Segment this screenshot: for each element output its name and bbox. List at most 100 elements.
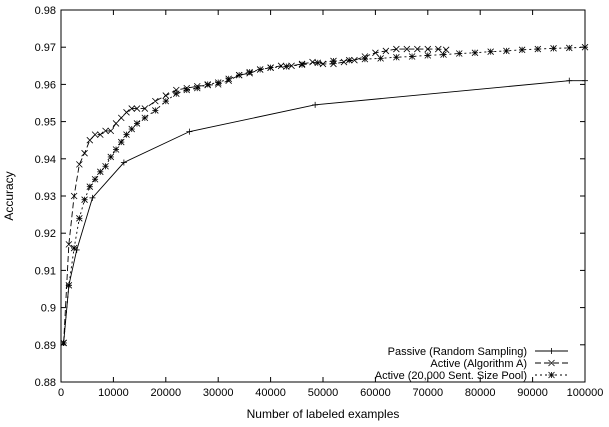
data-point [60,339,67,347]
series-1 [60,77,588,346]
x-tick-label: 90000 [517,387,548,399]
data-point [225,75,232,83]
data-point [403,45,411,53]
data-point [566,77,573,84]
data-point [424,45,432,53]
data-point [65,281,73,289]
data-point [393,53,400,61]
data-point [133,120,141,127]
y-tick-label: 0.96 [35,79,56,91]
y-tick-label: 0.89 [35,340,56,352]
data-point [141,105,149,112]
legend-item: Active (Algorithm A) [430,358,568,370]
y-tick-label: 0.93 [35,191,56,203]
x-tick-label: 40000 [255,387,286,399]
data-point [70,244,78,252]
y-tick-label: 0.98 [35,5,56,17]
data-point [81,196,88,204]
data-point [128,125,136,133]
legend: Passive (Random Sampling)Active (Algorit… [375,346,568,382]
data-point [172,90,180,97]
data-point [246,68,253,76]
data-point [65,241,73,248]
data-point [503,47,510,55]
data-point [86,136,94,144]
data-point [440,51,447,58]
data-point [548,348,555,354]
data-point [565,44,573,52]
data-point [152,97,159,105]
data-series [60,43,589,347]
data-point [471,49,479,57]
data-point [152,107,159,114]
y-tick-label: 0.88 [35,377,56,389]
data-point [314,59,322,67]
x-axis-title: Number of labeled examples [247,407,400,421]
x-tick-label: 10000 [98,387,129,399]
data-point [91,175,99,183]
x-tick-label: 0 [58,387,64,399]
x-tick-label: 60000 [360,387,391,399]
legend-item: Active (20,000 Sent. Size Pool) [375,370,568,382]
y-tick-label: 0.9 [41,303,56,315]
data-point [112,120,120,127]
data-point [487,48,494,55]
data-point [120,159,127,166]
x-tick-label: 30000 [203,387,234,399]
data-point [345,56,353,64]
data-point [162,97,170,105]
data-point [123,109,130,116]
data-point [86,183,94,190]
data-point [193,84,201,92]
data-point [372,49,379,57]
data-point [107,127,115,135]
data-point [70,192,78,200]
legend-label: Active (Algorithm A) [430,358,527,370]
legend-label: Active (20,000 Sent. Size Pool) [375,370,527,382]
y-tick-label: 0.95 [35,117,56,129]
data-point [97,168,104,176]
data-point [102,127,109,135]
data-point [424,52,432,59]
data-point [351,56,358,64]
data-point [550,45,557,52]
data-point [117,114,125,122]
x-tick-label: 80000 [465,387,496,399]
data-point [162,92,170,99]
data-point [393,45,400,53]
series-line [63,48,447,343]
data-point [128,105,136,112]
data-point [107,153,115,161]
data-point [91,131,99,138]
plot-frame [60,9,586,383]
data-point [186,128,193,135]
data-point [298,61,306,68]
data-point [312,101,319,108]
data-point [183,86,191,94]
data-point [361,55,369,63]
series-3 [60,43,589,347]
data-point [76,161,83,168]
data-point [89,194,96,201]
data-point [102,162,109,170]
data-point [235,71,243,79]
data-point [123,131,130,138]
data-point [204,81,212,88]
data-point [256,66,264,73]
legend-label: Passive (Random Sampling) [388,346,527,358]
series-2 [60,45,450,347]
y-tick-label: 0.94 [35,154,56,166]
axis-ticks: 0 10000 20000 30000 40000 50000 60000 70000 8000… [35,5,604,399]
data-point [214,79,222,86]
x-tick-label: 70000 [413,387,444,399]
data-point [434,45,442,53]
data-point [548,359,555,367]
data-point [117,138,125,146]
y-axis-title: Accuracy [2,171,16,220]
data-point [408,53,416,60]
series-line [63,46,586,343]
data-point [81,149,88,157]
data-point [283,63,290,70]
y-tick-label: 0.92 [35,228,56,240]
